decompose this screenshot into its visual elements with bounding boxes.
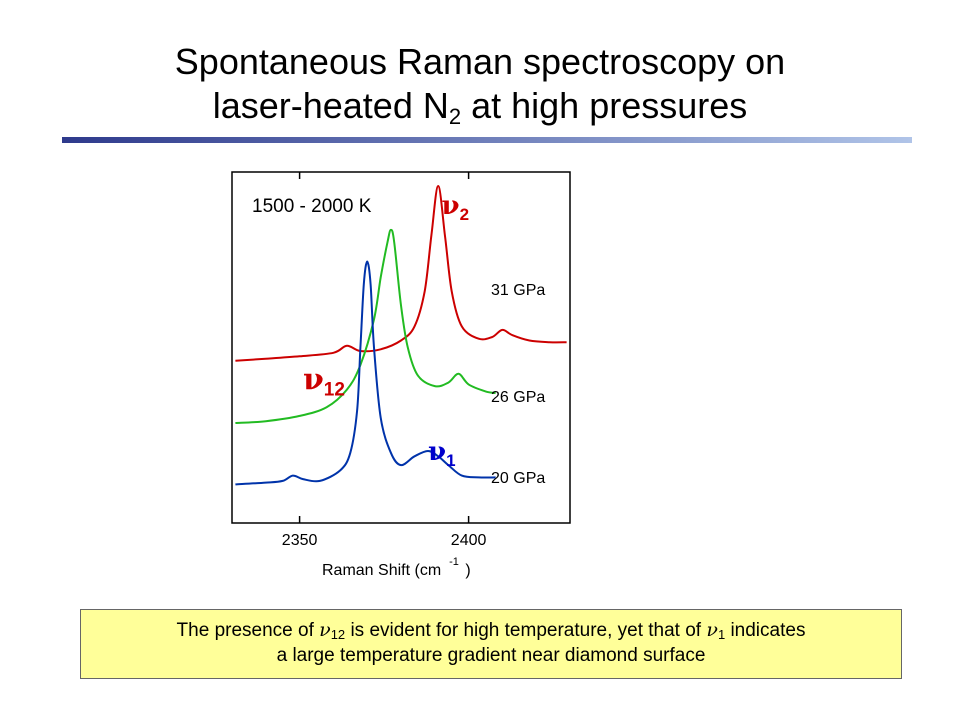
caption-nu-1-sub: 1 [717, 627, 726, 642]
title-line-2: laser-heated N2 at high pressures [212, 85, 748, 129]
x-tick-label: 2350 [282, 532, 318, 549]
title-line-2-end: at high pressures [461, 85, 748, 126]
peak-label-nu-2: ν2 [442, 191, 470, 224]
peak-label-nu-12: ν12 [303, 363, 345, 401]
caption-line-2: a large temperature gradient near diamon… [276, 645, 706, 666]
peak-symbol: ν [303, 363, 324, 398]
caption-text-1: The presence of [176, 620, 320, 641]
peak-subscript: 12 [324, 380, 345, 401]
x-axis-label-close: ) [461, 562, 471, 579]
spectra-series [235, 185, 567, 486]
slide-title: Spontaneous Raman spectroscopy on laser-… [0, 40, 960, 128]
caption-nu-12-sub: 12 [330, 627, 346, 642]
title-line-2-text: laser-heated N [212, 85, 449, 126]
x-axis-label: Raman Shift (cm -1 ) [322, 556, 471, 579]
spectrum-line-26-gpa [235, 228, 496, 424]
caption-text-2: is evident for high temperature, yet tha… [345, 620, 707, 641]
caption-box: The presence of ν12 is evident for high … [80, 609, 902, 679]
x-axis-label-sup: -1 [449, 556, 459, 568]
temperature-annotation: 1500 - 2000 K [252, 196, 372, 217]
caption-nu-12-symbol: ν [319, 619, 331, 641]
x-tick-label: 2400 [451, 532, 487, 549]
peak-label-nu-1: ν1 [428, 437, 456, 470]
spectrum-line-20-gpa [235, 260, 496, 486]
title-line-1: Spontaneous Raman spectroscopy on [174, 41, 786, 82]
peak-symbol: ν [428, 437, 446, 467]
pressure-labels: 31 GPa 26 GPa 20 GPa [491, 282, 545, 487]
spectrum-line-31-gpa [235, 185, 567, 362]
tick-marks [298, 172, 470, 523]
x-axis-label-text: Raman Shift (cm [322, 562, 441, 579]
peak-subscript: 1 [446, 451, 455, 470]
plot-frame [231, 171, 571, 524]
caption-nu-1-symbol: ν [706, 619, 718, 641]
caption-text-3: indicates [725, 620, 806, 641]
pressure-label: 26 GPa [491, 389, 545, 406]
tick-labels: 2350 2400 [282, 532, 487, 549]
title-rule [62, 137, 912, 143]
peak-symbol: ν [442, 191, 460, 221]
title-subscript: 2 [448, 104, 462, 129]
peak-subscript: 2 [460, 205, 469, 224]
pressure-label: 20 GPa [491, 470, 545, 487]
pressure-label: 31 GPa [491, 282, 545, 299]
